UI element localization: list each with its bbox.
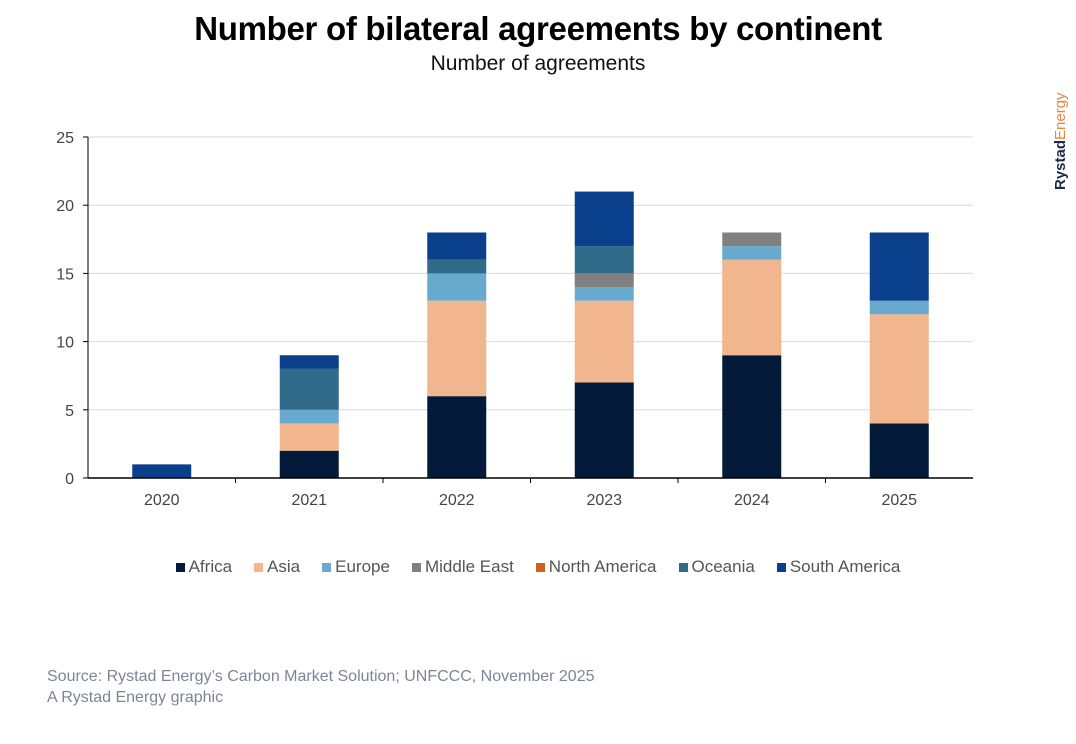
legend-swatch (678, 562, 688, 572)
y-tick-label: 5 (65, 403, 74, 420)
legend-item: Middle East (411, 557, 514, 577)
legend-swatch (411, 562, 421, 572)
legend-item: South America (776, 557, 901, 577)
y-tick-label: 10 (56, 335, 74, 352)
brand-logo: RystadEnergy (1052, 92, 1069, 190)
bar-segment-asia (574, 300, 634, 383)
chart-subtitle: Number of agreements (430, 52, 646, 75)
legend-swatch (776, 562, 786, 572)
gridlines (88, 136, 973, 411)
brand-part1: Rystad (1052, 139, 1069, 190)
source-note: Source: Rystad Energy’s Carbon Market So… (47, 668, 595, 685)
x-tick-label: 2025 (881, 492, 917, 509)
bar-segment-south-america (132, 464, 192, 478)
y-tick-label: 0 (65, 471, 74, 488)
y-tick-label: 20 (56, 198, 74, 215)
bar-segment-asia (722, 259, 782, 356)
legend-item: North America (535, 557, 657, 577)
credit-note: A Rystad Energy graphic (47, 689, 224, 706)
legend-item: Europe (322, 557, 390, 577)
bar-segment-oceania (279, 368, 339, 410)
bar-segment-south-america (279, 355, 339, 369)
bar-segment-asia (427, 300, 487, 397)
legend-label: Middle East (424, 557, 514, 576)
legend-swatch (535, 562, 545, 572)
bar-segment-europe (427, 273, 487, 301)
legend-label: Europe (335, 557, 390, 576)
bar-segment-africa (427, 396, 487, 478)
bar-segment-south-america (869, 232, 929, 301)
bar-segment-asia (869, 314, 929, 424)
bar-segment-europe (722, 246, 782, 260)
legend-label: Oceania (691, 557, 755, 576)
legend-item: Oceania (678, 557, 755, 577)
bar-segment-south-america (427, 232, 487, 260)
bar-segment-europe (574, 287, 634, 301)
bar-segment-africa (722, 355, 782, 478)
bar-segment-oceania (574, 246, 634, 274)
bar-segment-africa (869, 423, 929, 478)
legend-label: Asia (267, 557, 301, 576)
y-tick-label: 15 (56, 266, 74, 283)
legend-item: Asia (254, 557, 300, 577)
legend-swatch (175, 562, 185, 572)
legend-swatch (254, 562, 264, 572)
footer: Source: Rystad Energy’s Carbon Market So… (47, 666, 595, 708)
x-tick-label: 2020 (144, 492, 180, 509)
bar-segment-middle-east (722, 232, 782, 247)
brand-part2: Energy (1052, 92, 1069, 140)
legend: Africa Asia Europe Middle East North America… (0, 557, 1076, 577)
y-tick-label: 25 (56, 130, 74, 147)
bar-segment-africa (279, 450, 339, 478)
bar-segment-middle-east (574, 273, 634, 288)
bar-segment-oceania (427, 259, 487, 274)
legend-label: South America (789, 557, 901, 576)
x-tick-label: 2021 (291, 492, 327, 509)
chart-title: Number of bilateral agreements by contin… (194, 10, 882, 47)
x-tick-label: 2024 (734, 492, 770, 509)
bar-segment-africa (574, 382, 634, 478)
x-tick-label: 2022 (439, 492, 475, 509)
bar-segment-south-america (574, 191, 634, 247)
bar-segment-asia (279, 423, 339, 451)
bar-segment-europe (869, 300, 929, 315)
legend-swatch (322, 562, 332, 572)
x-tick-label: 2023 (586, 492, 622, 509)
bars (132, 191, 929, 478)
legend-label: Africa (188, 557, 233, 576)
legend-label: North America (548, 557, 657, 576)
bar-segment-europe (279, 409, 339, 424)
legend-item: Africa (175, 557, 233, 577)
